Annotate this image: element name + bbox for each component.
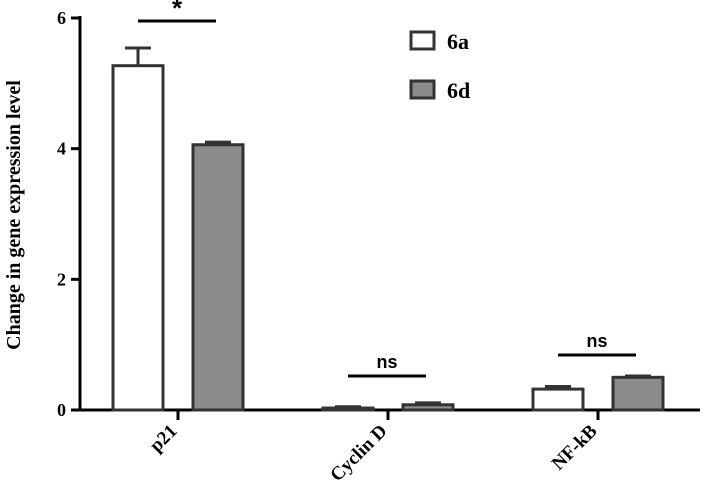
- legend-swatch: [409, 79, 436, 100]
- bar: [111, 64, 165, 412]
- significance-markers: * ns ns: [138, 0, 636, 378]
- legend-label: 6d: [447, 78, 470, 103]
- x-tick-label: NF-kB: [548, 420, 602, 474]
- significance-label: ns: [376, 352, 397, 372]
- y-tick-label: 0: [57, 400, 66, 420]
- legend-label: 6a: [447, 29, 469, 54]
- significance-label: *: [172, 0, 183, 23]
- x-tick-label: Cyclin D: [326, 421, 391, 486]
- error-bars: [125, 46, 651, 409]
- significance-label: ns: [586, 331, 607, 351]
- bar: [191, 143, 245, 412]
- x-tick-label: p21: [146, 421, 182, 457]
- bar: [531, 387, 585, 412]
- y-axis: 0 2 4 6: [57, 8, 82, 420]
- y-tick-label: 4: [57, 139, 66, 159]
- bar: [401, 403, 455, 412]
- bar: [321, 406, 375, 412]
- y-tick-label: 6: [57, 8, 66, 28]
- x-axis: p21 Cyclin D NF-kB: [78, 408, 700, 486]
- y-axis-title: Change in gene expression level: [3, 80, 25, 350]
- legend: 6a 6d: [409, 29, 470, 103]
- legend-swatch: [409, 30, 436, 51]
- bar: [611, 375, 665, 412]
- y-tick-label: 2: [57, 269, 66, 289]
